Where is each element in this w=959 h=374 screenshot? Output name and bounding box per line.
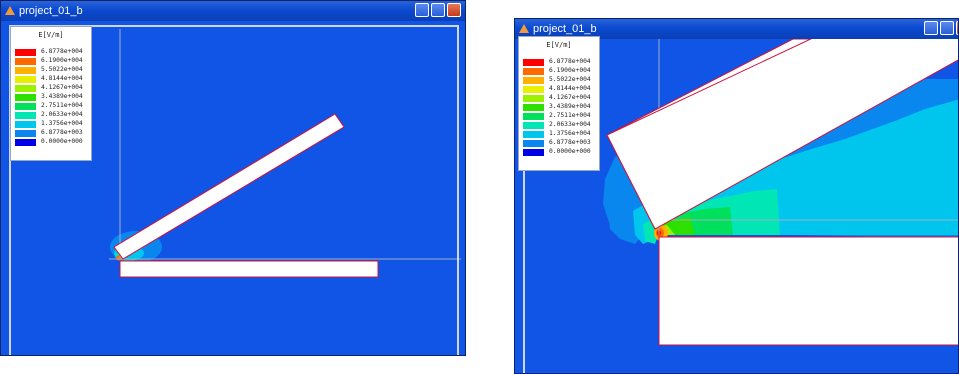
title-bar[interactable]: project_01_b: [515, 19, 958, 39]
legend-label: 4.8144e+004: [41, 75, 83, 82]
field-plot-full: [109, 29, 461, 278]
window-title: project_01_b: [533, 23, 597, 35]
legend-swatch: [15, 139, 36, 146]
color-legend: E[V/m] 6.8778e+004 6.1900e+004 5.5022e+004…: [518, 36, 600, 171]
legend-label: 6.1900e+004: [549, 67, 591, 74]
plot-border-right: [457, 25, 459, 355]
triangle-app-icon: [5, 6, 15, 15]
legend-label: 6.8778e+003: [41, 129, 83, 136]
legend-swatch: [15, 103, 36, 110]
legend-label: 2.7511e+004: [41, 102, 83, 109]
field-plot-zoom: [603, 39, 958, 346]
plot-border-left: [9, 25, 11, 355]
legend-swatch: [523, 86, 544, 93]
field-plot-area[interactable]: [515, 39, 958, 373]
legend-swatch: [523, 113, 544, 120]
legend-swatch: [523, 122, 544, 129]
legend-label: 0.0000e+000: [41, 138, 83, 145]
minimize-icon[interactable]: [924, 21, 938, 35]
window-full-view: project_01_b E[V/m] 6.8778e+004 6.190: [0, 0, 466, 356]
legend-label: 2.0633e+004: [549, 121, 591, 128]
legend-swatch: [15, 85, 36, 92]
legend-swatch: [523, 77, 544, 84]
legend-swatch: [523, 131, 544, 138]
legend-swatch: [15, 58, 36, 65]
tilted-plate-body: [606, 39, 958, 230]
legend-swatch: [523, 104, 544, 111]
plot-border-left: [523, 43, 525, 373]
legend-label: 6.1900e+004: [41, 57, 83, 64]
legend-label: 4.1267e+004: [41, 84, 83, 91]
legend-label: 3.4389e+004: [41, 93, 83, 100]
legend-label: 1.3756e+004: [41, 120, 83, 127]
title-bar[interactable]: project_01_b: [1, 1, 465, 21]
plot-border-top: [9, 25, 459, 27]
legend-swatch: [15, 94, 36, 101]
legend-label: 1.3756e+004: [549, 130, 591, 137]
tilted-plate: [113, 113, 345, 260]
close-icon[interactable]: [956, 21, 958, 35]
legend-swatch: [15, 112, 36, 119]
minimize-icon[interactable]: [415, 3, 429, 17]
legend-swatch: [523, 149, 544, 156]
legend-label: 6.8778e+004: [549, 58, 591, 65]
legend-label: 4.1267e+004: [549, 94, 591, 101]
legend-swatch: [15, 76, 36, 83]
legend-swatch: [523, 140, 544, 147]
legend-swatch: [523, 95, 544, 102]
legend-label: 0.0000e+000: [549, 148, 591, 155]
window-zoom-view: project_01_b: [514, 18, 959, 374]
legend-label: 6.8778e+004: [41, 48, 83, 55]
maximize-icon[interactable]: [431, 3, 445, 17]
color-legend: E[V/m] 6.8778e+004 6.1900e+004 5.5022e+004…: [10, 26, 92, 161]
legend-label: 2.7511e+004: [549, 112, 591, 119]
triangle-app-icon: [519, 24, 529, 33]
legend-swatch: [523, 59, 544, 66]
bottom-plate: [119, 260, 379, 278]
field-plot-area[interactable]: [1, 21, 465, 355]
legend-label: 4.8144e+004: [549, 85, 591, 92]
legend-label: 5.5022e+004: [549, 76, 591, 83]
legend-label: 3.4389e+004: [549, 103, 591, 110]
legend-swatch: [15, 67, 36, 74]
legend-title: E[V/m]: [546, 41, 572, 49]
bottom-plate: [658, 236, 958, 346]
legend-swatch: [523, 68, 544, 75]
maximize-icon[interactable]: [940, 21, 954, 35]
legend-label: 2.0633e+004: [41, 111, 83, 118]
window-title: project_01_b: [19, 5, 83, 17]
legend-label: 6.8778e+003: [549, 139, 591, 146]
legend-swatch: [15, 121, 36, 128]
legend-label: 5.5022e+004: [41, 66, 83, 73]
close-icon[interactable]: [447, 3, 461, 17]
legend-swatch: [15, 130, 36, 137]
legend-swatch: [15, 49, 36, 56]
legend-title: E[V/m]: [38, 31, 64, 39]
